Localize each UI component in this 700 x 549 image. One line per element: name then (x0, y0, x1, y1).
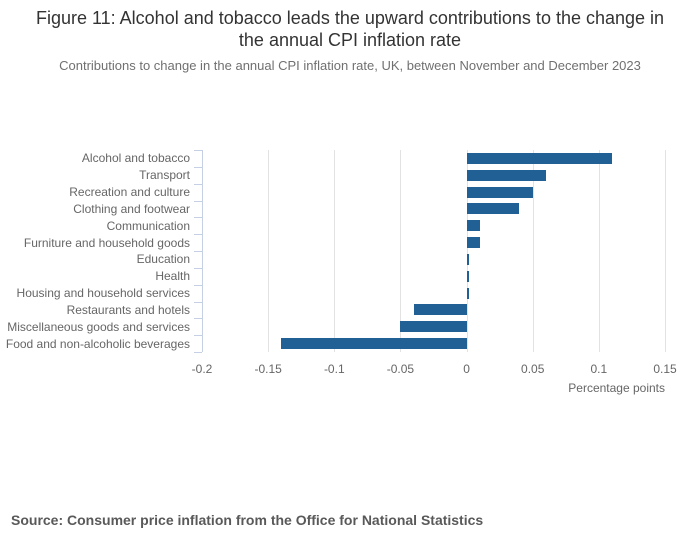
y-axis-tick (194, 217, 202, 219)
bar-recreation-and-culture (466, 186, 533, 198)
y-axis-tick (194, 284, 202, 286)
bar-miscellaneous-goods-and-services (400, 321, 467, 333)
figure-title: Figure 11: Alcohol and tobacco leads the… (35, 8, 665, 50)
category-label: Transport (139, 168, 190, 183)
gridline (268, 150, 270, 352)
category-label: Communication (106, 218, 190, 233)
bar-furniture-and-household-goods (466, 237, 480, 249)
x-tick-label: 0.1 (590, 362, 608, 376)
bar-health (466, 270, 469, 282)
category-label: Health (155, 269, 190, 284)
x-tick-label: -0.1 (323, 362, 345, 376)
category-label: Education (136, 252, 190, 267)
y-axis-line (202, 150, 203, 352)
y-axis-tick (194, 150, 202, 151)
y-axis-tick (194, 301, 202, 303)
bar-food-and-non-alcoholic-beverages (281, 338, 467, 350)
category-label: Miscellaneous goods and services (7, 319, 190, 334)
y-axis-tick (194, 335, 202, 337)
category-label: Clothing and footwear (73, 201, 190, 216)
bar-transport (466, 169, 546, 181)
gridline (532, 150, 534, 352)
x-tick-label: 0.05 (521, 362, 545, 376)
source-note: Source: Consumer price inflation from th… (11, 512, 484, 528)
category-label: Alcohol and tobacco (81, 151, 190, 166)
y-axis-tick (194, 267, 202, 269)
category-label: Furniture and household goods (23, 235, 190, 250)
y-axis-tick (194, 200, 202, 202)
figure-subtitle: Contributions to change in the annual CP… (59, 58, 641, 73)
gridline (598, 150, 600, 352)
category-label: Recreation and culture (69, 185, 190, 200)
x-tick-label: 0 (463, 362, 470, 376)
gridline (466, 150, 468, 352)
y-axis-tick (194, 352, 202, 353)
y-axis-tick (194, 318, 202, 320)
category-label: Restaurants and hotels (66, 302, 190, 317)
x-axis-title: Percentage points (568, 381, 665, 395)
bar-alcohol-and-tobacco (466, 152, 613, 164)
bar-education (466, 253, 469, 265)
gridline (665, 150, 666, 352)
bar-housing-and-household-services (466, 287, 469, 299)
category-label: Housing and household services (16, 286, 190, 301)
x-tick-label: -0.15 (254, 362, 282, 376)
y-axis-tick (194, 251, 202, 252)
bar-communication (466, 220, 480, 232)
gridline (400, 150, 402, 352)
bar-clothing-and-footwear (466, 203, 520, 215)
y-axis-tick (194, 234, 202, 236)
x-tick-label: -0.05 (386, 362, 415, 376)
y-axis-tick (194, 166, 202, 168)
x-tick-label: 0.15 (653, 362, 677, 376)
category-label: Food and non-alcoholic beverages (5, 336, 190, 351)
bar-restaurants-and-hotels (413, 304, 467, 316)
x-tick-label: -0.2 (191, 362, 213, 376)
y-axis-tick (194, 183, 202, 185)
gridline (334, 150, 336, 352)
